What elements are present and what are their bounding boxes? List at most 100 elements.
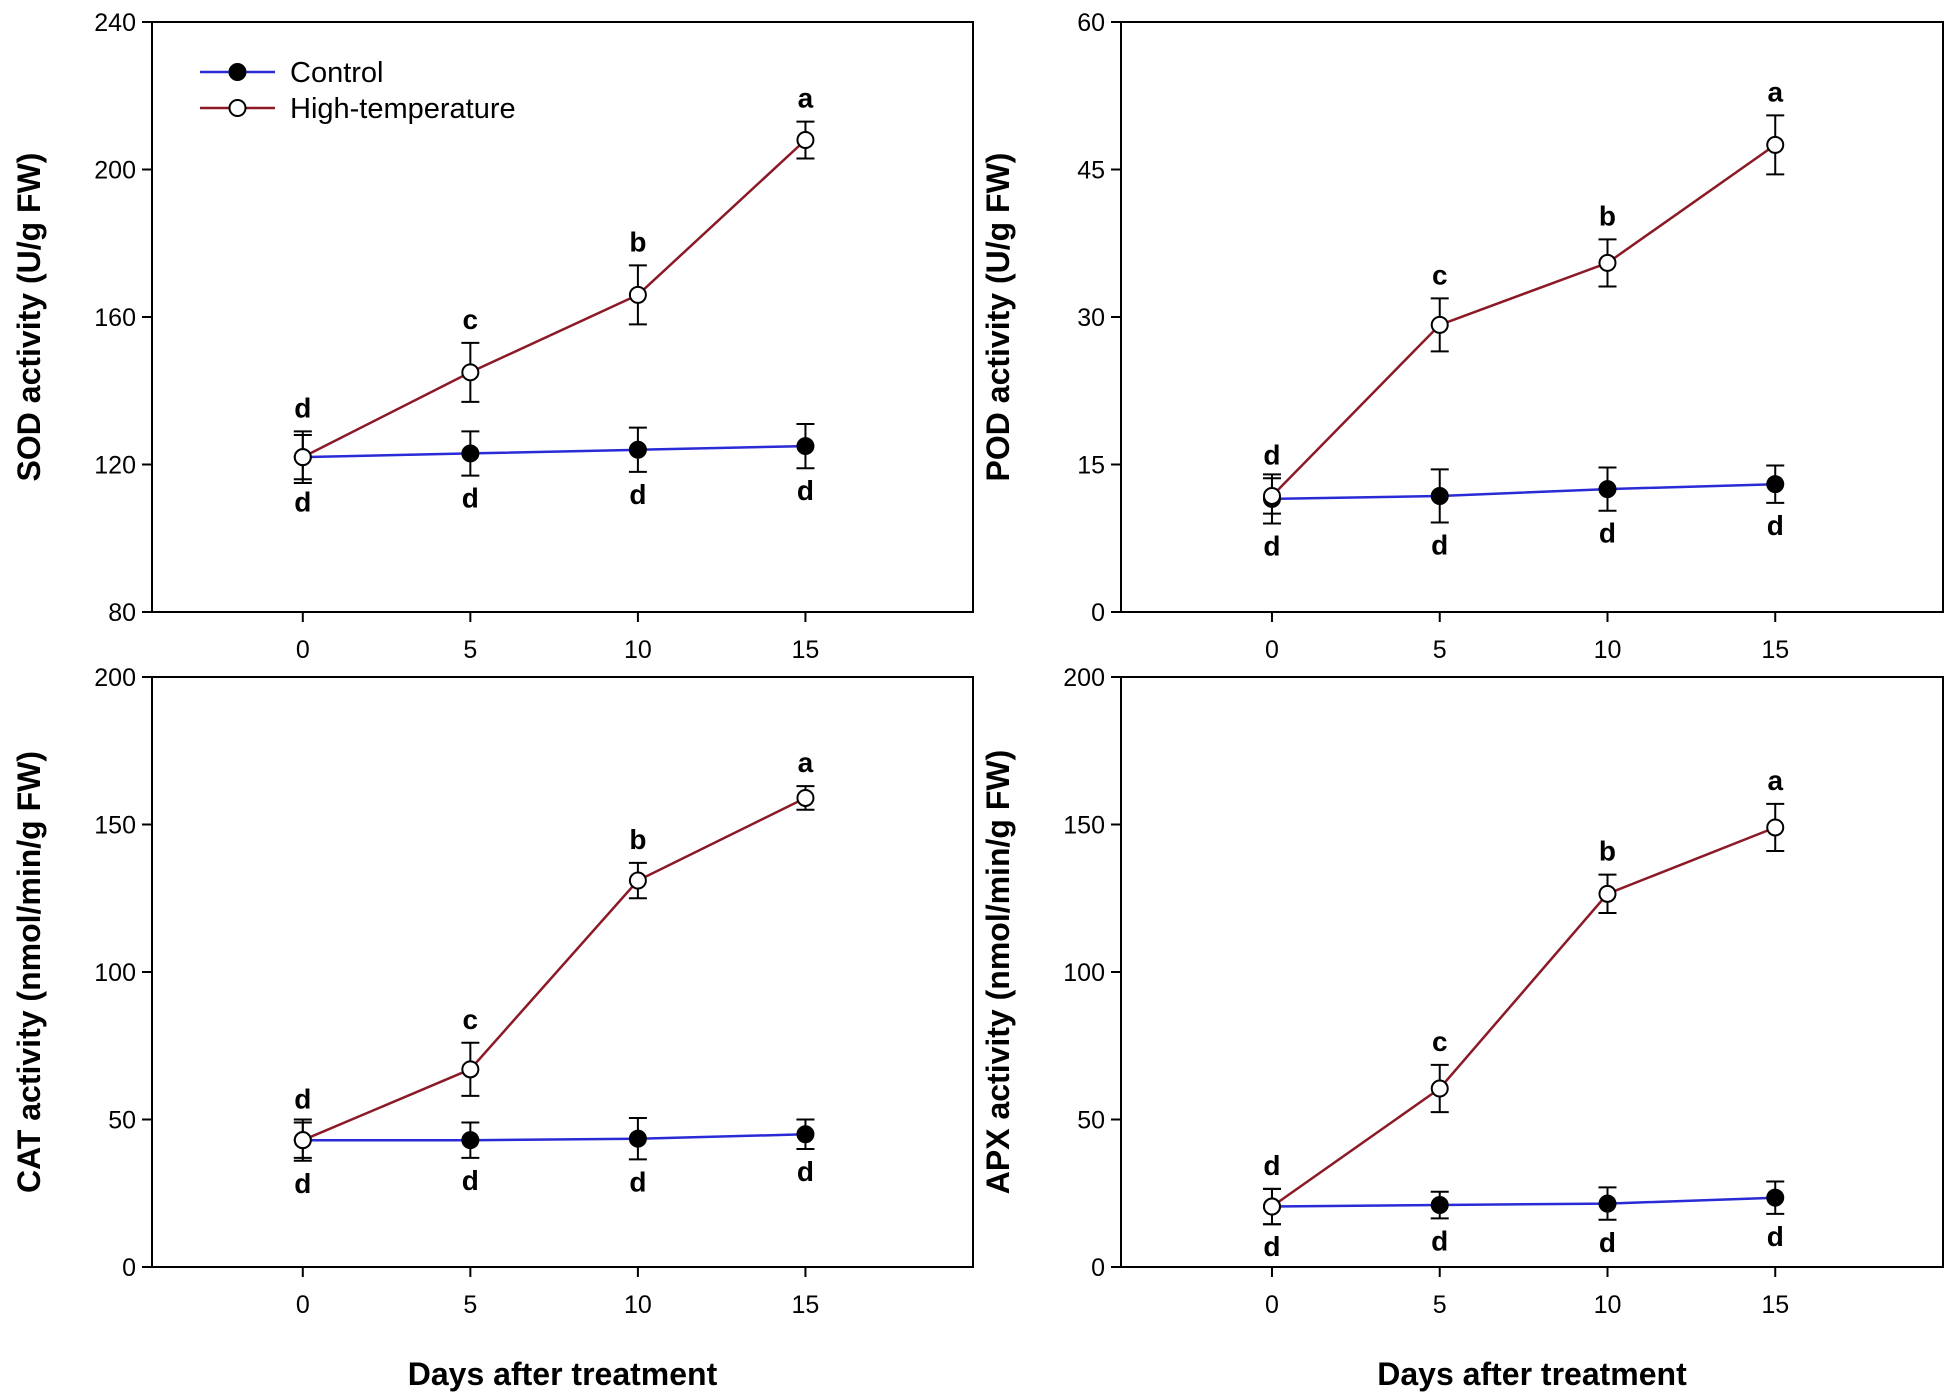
- x-tick-label: 0: [296, 636, 310, 664]
- plot-frame: [151, 676, 974, 1268]
- control-data-point: [1598, 1194, 1617, 1213]
- significance-label: d: [629, 479, 646, 510]
- x-tick-label: 10: [624, 636, 652, 664]
- x-tick-label: 15: [792, 636, 820, 664]
- control-data-point: [628, 440, 647, 459]
- significance-label: d: [1263, 1231, 1280, 1262]
- significance-label: c: [463, 1004, 479, 1035]
- significance-label: d: [629, 1166, 646, 1197]
- significance-label: d: [294, 1168, 311, 1199]
- control-series-line: [302, 1133, 806, 1142]
- significance-label: b: [1599, 200, 1616, 231]
- legend-label: High-temperature: [290, 93, 516, 125]
- y-tick-label: 0: [1091, 1254, 1105, 1282]
- x-tick-label: 15: [1761, 1291, 1789, 1319]
- significance-label: d: [1431, 530, 1448, 561]
- x-axis-title: Days after treatment: [408, 1356, 718, 1392]
- significance-label: d: [797, 1156, 814, 1187]
- high-temperature-data-point: [1766, 135, 1785, 154]
- x-tick-label: 15: [792, 1291, 820, 1319]
- significance-label: d: [797, 475, 814, 506]
- y-tick-label: 45: [1077, 157, 1105, 185]
- plot-frame: [151, 21, 974, 613]
- high-temperature-data-point: [293, 1131, 312, 1150]
- chart-panel-top-left: 80 120 160 200 240 0 5 10 15 SOD activity (U/g FW…: [11, 9, 974, 664]
- y-tick-label: 30: [1077, 304, 1105, 332]
- x-tick-label: 10: [1594, 1291, 1622, 1319]
- significance-label: a: [798, 747, 814, 778]
- x-tick-label: 0: [1265, 636, 1279, 664]
- y-tick-label: 150: [1063, 812, 1105, 840]
- y-tick-label: 60: [1077, 9, 1105, 37]
- y-tick-label: 160: [94, 304, 136, 332]
- high-temperature-data-point: [796, 788, 815, 807]
- x-tick-label: 5: [1433, 636, 1447, 664]
- control-data-point: [1766, 475, 1785, 494]
- high-temperature-data-point: [461, 363, 480, 382]
- significance-label: c: [1432, 259, 1448, 290]
- high-temperature-series-line: [302, 139, 807, 459]
- significance-label: b: [629, 226, 646, 257]
- y-tick-label: 50: [1077, 1107, 1105, 1135]
- y-axis-title: POD activity (U/g FW): [980, 153, 1016, 482]
- x-tick-label: 10: [1594, 636, 1622, 664]
- high-temperature-series-line: [1271, 826, 1776, 1208]
- y-tick-label: 150: [94, 812, 136, 840]
- significance-label: c: [463, 304, 479, 335]
- chart-panel-top-right: 0 15 30 45 60 0 5 10 15 POD activity (U/g FW) d d d d…: [980, 9, 1944, 664]
- significance-label: b: [629, 824, 646, 855]
- high-temperature-data-point: [461, 1060, 480, 1079]
- high-temperature-data-point: [1262, 1197, 1281, 1216]
- chart-panel-bottom-right: 0 50 100 150 200 0 5 10 15 APX activity (nmol/min…: [980, 664, 1944, 1392]
- x-tick-label: 5: [463, 636, 477, 664]
- significance-label: d: [294, 392, 311, 423]
- y-tick-label: 240: [94, 9, 136, 37]
- y-axis-title: CAT activity (nmol/min/g FW): [11, 751, 47, 1193]
- control-data-point: [461, 1131, 480, 1150]
- significance-label: d: [1263, 531, 1280, 562]
- y-axis-title: SOD activity (U/g FW): [11, 153, 47, 482]
- control-series-line: [1271, 482, 1776, 501]
- significance-label: a: [1767, 76, 1783, 107]
- high-temperature-series-line: [1271, 143, 1776, 497]
- y-tick-label: 50: [108, 1107, 136, 1135]
- significance-label: b: [1599, 836, 1616, 867]
- significance-label: a: [1767, 765, 1783, 796]
- control-data-point: [1430, 486, 1449, 505]
- x-tick-label: 0: [1265, 1291, 1279, 1319]
- high-temperature-data-point: [1262, 486, 1281, 505]
- legend: Control High-temperature: [200, 57, 516, 125]
- high-temperature-data-point: [1430, 315, 1449, 334]
- significance-label: d: [1599, 518, 1616, 549]
- significance-label: d: [1431, 1225, 1448, 1256]
- control-data-point: [796, 1125, 815, 1144]
- high-temperature-data-point: [1430, 1079, 1449, 1098]
- open-circle-marker-icon: [228, 99, 247, 117]
- y-tick-label: 200: [94, 157, 136, 185]
- significance-label: c: [1432, 1026, 1448, 1057]
- plot-frame: [1120, 676, 1944, 1268]
- y-axis-title: APX activity (nmol/min/g FW): [980, 750, 1016, 1194]
- significance-label: d: [294, 486, 311, 517]
- legend-entry-high-temperature: High-temperature: [200, 93, 516, 125]
- legend-label: Control: [290, 57, 384, 89]
- x-tick-label: 10: [624, 1291, 652, 1319]
- significance-label: d: [294, 1083, 311, 1114]
- y-tick-label: 80: [108, 599, 136, 627]
- control-data-point: [796, 437, 815, 456]
- x-tick-label: 15: [1761, 636, 1789, 664]
- significance-label: d: [1767, 510, 1784, 541]
- significance-label: d: [462, 483, 479, 514]
- plot-frame: [1120, 21, 1944, 613]
- significance-label: d: [1263, 1150, 1280, 1181]
- x-tick-label: 5: [1433, 1291, 1447, 1319]
- significance-label: a: [798, 83, 814, 114]
- x-axis-title: Days after treatment: [1377, 1356, 1687, 1392]
- high-temperature-data-point: [1598, 884, 1617, 903]
- y-tick-label: 100: [1063, 959, 1105, 987]
- control-series-line: [1271, 1196, 1776, 1208]
- control-data-point: [1430, 1196, 1449, 1215]
- x-tick-label: 5: [463, 1291, 477, 1319]
- control-data-point: [628, 1129, 647, 1148]
